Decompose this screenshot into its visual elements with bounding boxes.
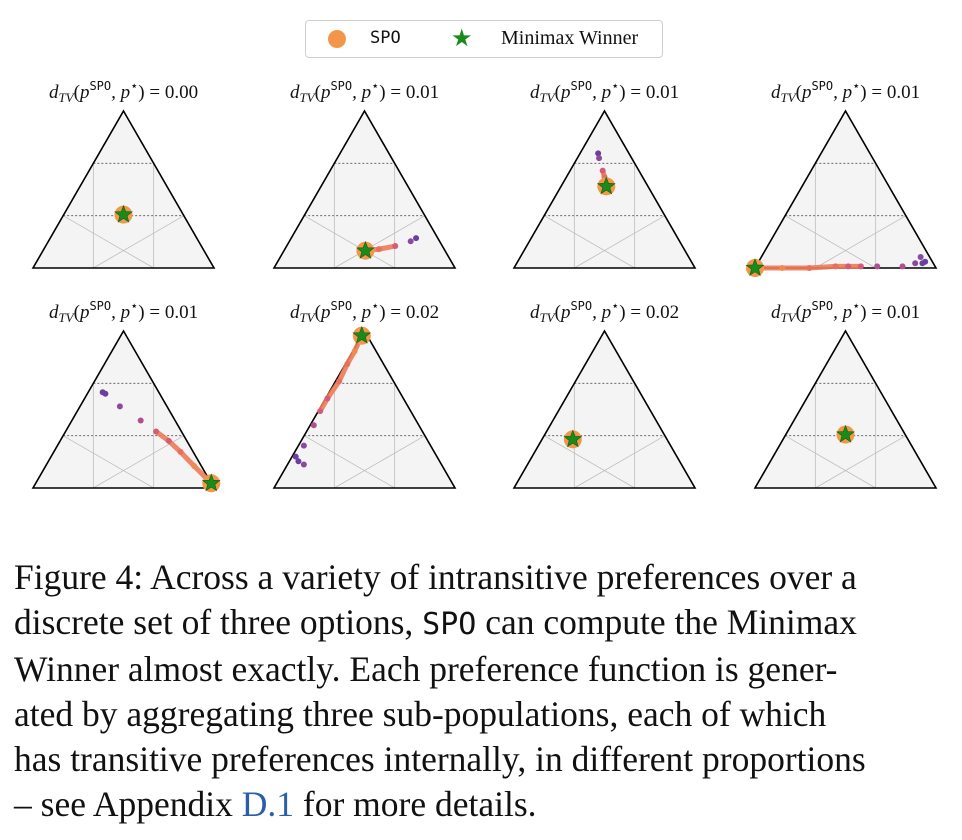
trajectory-point (300, 461, 307, 468)
trajectory-point (392, 243, 399, 250)
trajectory-point (407, 238, 414, 245)
grid-line (93, 435, 185, 489)
triangle-fill (514, 331, 695, 488)
panel-title: dTV(pSPO, p⋆) = 0.01 (529, 78, 680, 105)
trajectory-point (153, 428, 160, 435)
trajectory-point (116, 403, 123, 410)
caption-line: discrete set of three options, SPO can c… (14, 602, 857, 642)
panel-title: dTV(pSPO, p⋆) = 0.01 (770, 78, 921, 105)
grid-line (62, 215, 154, 269)
triangle-outline (31, 109, 216, 269)
grid-line (784, 215, 876, 269)
trajectory-point (317, 408, 324, 415)
trajectory-point (595, 150, 602, 157)
triangle-fill (33, 331, 214, 488)
figure-caption: Figure 4: Across a variety of intransiti… (14, 555, 954, 827)
trajectory-point (324, 395, 331, 402)
ternary-plots (31, 109, 938, 493)
trajectory-point (336, 378, 343, 385)
trajectory-point (137, 417, 144, 424)
caption-line: Winner almost exactly. Each preference f… (14, 649, 838, 689)
panel-title: dTV(pSPO, p⋆) = 0.01 (770, 298, 921, 325)
trajectory-point (917, 254, 924, 261)
trajectory-point (599, 167, 606, 174)
trajectory-point (874, 263, 881, 270)
trajectory-point (375, 246, 382, 253)
grid-line (334, 215, 426, 269)
trajectory-point (310, 422, 317, 429)
grid-line (334, 435, 426, 489)
minimax-star-icon (356, 240, 375, 259)
trajectory-point (806, 265, 813, 271)
trajectory-point (99, 389, 106, 396)
appendix-link[interactable]: D.1 (241, 784, 295, 824)
panel-title: dTV(pSPO, p⋆) = 0.02 (289, 298, 440, 325)
panel-title: dTV(pSPO, p⋆) = 0.01 (289, 78, 440, 105)
minimax-star-icon (201, 473, 221, 492)
caption-line: Figure 4: Across a variety of intransiti… (14, 557, 857, 597)
trajectory-point (919, 260, 926, 267)
legend-marker-spo (328, 30, 346, 48)
caption-line: has transitive preferences internally, i… (14, 739, 866, 779)
trajectory-point (899, 263, 906, 270)
trajectory-point (832, 263, 839, 270)
trajectory-point (300, 442, 307, 449)
grid-line (784, 435, 876, 489)
caption-spo-code: SPO (422, 607, 477, 642)
grid-line (543, 435, 635, 489)
triangle-outline (512, 109, 697, 269)
trajectory-point (191, 463, 198, 470)
trajectory-point (596, 155, 603, 162)
trajectory-point (779, 265, 786, 271)
legend-label-minimax: Minimax Winner (501, 27, 639, 49)
trajectory-point (351, 348, 358, 355)
trajectory-point (177, 448, 184, 455)
grid-line (543, 215, 635, 269)
trajectory-point (857, 263, 864, 270)
triangle-fill (755, 331, 936, 488)
grid-line (62, 435, 154, 489)
legend: SPO ★ Minimax Winner (305, 20, 663, 58)
grid-line (574, 435, 666, 489)
figure: SPO ★ Minimax Winner dTV(pSPO, p⋆) = 0.0… (31, 20, 938, 493)
trajectory-point (845, 263, 852, 270)
triangle-fill (274, 111, 455, 268)
triangle-outline (31, 329, 216, 489)
trajectory-point (295, 458, 302, 465)
grid-line (303, 435, 395, 489)
panel-title: dTV(pSPO, p⋆) = 0.00 (48, 78, 199, 105)
trajectory-point (165, 437, 172, 444)
grid-line (574, 215, 666, 269)
triangle-fill (33, 111, 214, 268)
triangle-outline (512, 329, 697, 489)
trajectory-point (292, 453, 299, 460)
minimax-star-icon (114, 204, 133, 223)
trajectory-point (912, 260, 919, 267)
minimax-star-icon (563, 429, 583, 448)
grid-line (303, 215, 395, 269)
grid-line (815, 435, 907, 489)
triangle-outline (753, 329, 938, 489)
panel-title: dTV(pSPO, p⋆) = 0.02 (529, 298, 680, 325)
grid-line (815, 215, 907, 269)
caption-line: – see Appendix D.1 for more details. (14, 784, 537, 824)
triangle-outline (272, 109, 457, 269)
caption-line: ated by aggregating three sub-population… (14, 694, 827, 734)
grid-line (93, 215, 185, 269)
trajectory-point (413, 235, 420, 242)
triangle-fill (274, 331, 455, 488)
minimax-star-icon (596, 176, 616, 195)
minimax-star-icon (836, 424, 855, 443)
minimax-star-icon (745, 258, 765, 276)
legend-star-icon: ★ (451, 24, 473, 52)
legend-label-spo: SPO (370, 28, 401, 48)
triangle-fill (755, 111, 936, 268)
trajectory-point (344, 360, 351, 367)
panel-title: dTV(pSPO, p⋆) = 0.01 (48, 298, 199, 325)
minimax-star-icon (352, 325, 372, 344)
